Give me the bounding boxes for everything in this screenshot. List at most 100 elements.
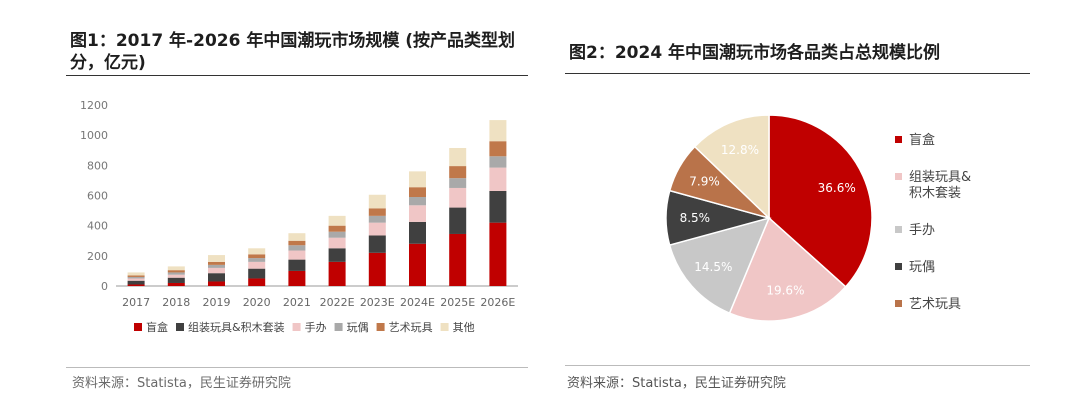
x-tick-label: 2018 <box>162 296 190 309</box>
bar-segment <box>368 208 386 216</box>
bar-segment <box>208 264 225 268</box>
bar-segment <box>167 272 185 275</box>
legend-label: 艺术玩具 <box>909 297 961 312</box>
y-tick-label: 600 <box>87 190 108 203</box>
bar-segment <box>288 240 306 246</box>
bar-chart-source: 资料来源：Statista，民生证券研究院 <box>72 376 291 391</box>
bar-segment <box>288 233 306 241</box>
bar-segment <box>127 276 145 279</box>
pie-slice-label: 7.9% <box>689 174 720 188</box>
bar-segment <box>208 255 225 262</box>
x-tick-label: 2023E <box>360 296 395 309</box>
pie-chart: 36.6% 19.6% 14.5% 8.5% 7.9% 12.8% 盲盒组装玩具&积木套装手… <box>665 114 971 322</box>
y-tick-label: 0 <box>101 280 108 293</box>
legend-swatch <box>895 136 902 143</box>
x-tick-label: 2017 <box>122 296 150 309</box>
legend-label: 艺术玩具 <box>389 321 433 334</box>
bar-segment <box>368 194 386 209</box>
legend-swatch <box>895 263 902 270</box>
bar-chart-title-rule <box>66 75 528 76</box>
bar-segment <box>248 248 266 255</box>
legend-swatch <box>376 323 385 331</box>
x-tick-label: 2022E <box>320 296 355 309</box>
bar-segment <box>328 248 346 262</box>
pie-slice-label: 19.6% <box>766 283 804 297</box>
bar-segment <box>449 187 467 208</box>
legend-swatch <box>134 323 142 331</box>
legend-swatch <box>440 323 449 331</box>
legend-swatch <box>292 323 301 331</box>
pie-slice <box>768 114 873 288</box>
bar-segment <box>489 156 507 168</box>
bar-segment <box>248 261 266 269</box>
x-tick-label: 2021 <box>283 296 311 309</box>
bar-segment <box>409 197 426 206</box>
y-tick-label: 1200 <box>80 99 108 112</box>
pie-slice-label: 36.6% <box>818 181 856 195</box>
bar-segment <box>328 215 346 226</box>
y-tick-label: 400 <box>87 220 108 233</box>
bar-segment <box>248 254 266 259</box>
legend-swatch <box>176 323 184 331</box>
legend-swatch <box>895 173 902 180</box>
bar-segment <box>167 282 185 286</box>
bar-segment <box>208 261 225 265</box>
x-tick-label: 2026E <box>480 296 515 309</box>
legend-swatch <box>895 300 902 307</box>
pie-chart-source: 资料来源：Statista，民生证券研究院 <box>567 376 786 391</box>
bar-segment <box>167 274 185 278</box>
bar-chart-panel: 图1：2017 年-2026 年中国潮玩市场规模 (按产品类型划分，亿元) 0 2… <box>66 0 528 402</box>
bar-segment <box>208 267 225 274</box>
bar-segment <box>288 250 306 260</box>
pie-slice-label: 12.8% <box>721 143 759 157</box>
bar-segment <box>248 278 266 286</box>
bar-segment <box>328 225 346 232</box>
pie-slice <box>693 114 770 220</box>
x-tick-label: 2020 <box>243 296 271 309</box>
y-tick-label: 800 <box>87 159 108 172</box>
bar-segment <box>449 233 467 286</box>
pie-slice-label: 14.5% <box>694 260 732 274</box>
bar-segment <box>449 178 467 188</box>
bar-segment <box>489 222 507 286</box>
legend-swatch <box>895 226 902 233</box>
bar-segment <box>288 245 306 251</box>
y-tick-label: 1000 <box>80 129 108 142</box>
legend-swatch <box>334 323 343 331</box>
bar-segment <box>248 268 266 279</box>
pie-slice <box>668 216 771 315</box>
legend-label: 组装玩具&积木套装 <box>188 320 285 334</box>
legend-label: 盲盒 <box>909 132 935 148</box>
bar-segment <box>368 252 386 286</box>
legend-label: 玩偶 <box>347 321 369 334</box>
legend-label: 盲盒 <box>146 320 168 334</box>
bar-segment <box>489 120 507 142</box>
pie-slice-label: 8.5% <box>680 211 711 225</box>
bar-segment <box>288 259 306 271</box>
bar-segment <box>409 221 426 244</box>
bar-segment <box>489 141 507 157</box>
pie-chart-source-rule <box>565 365 1030 366</box>
bar-segment <box>409 187 426 198</box>
x-tick-label: 2019 <box>203 296 231 309</box>
bar-segment <box>449 147 467 167</box>
bar-segment <box>409 171 426 188</box>
bar-segment <box>449 207 467 234</box>
bar-segment <box>288 270 306 286</box>
bar-segment <box>127 272 145 276</box>
legend-label: 手办 <box>909 223 935 238</box>
bar-segment <box>328 237 346 249</box>
legend-label: 积木套装 <box>909 185 961 201</box>
bar-chart-source-rule <box>66 367 528 368</box>
x-tick-label: 2025E <box>440 296 475 309</box>
bar-segment <box>127 284 145 286</box>
pie-chart-title: 图2：2024 年中国潮玩市场各品类占总规模比例 <box>569 43 941 63</box>
bar-segment <box>368 235 386 253</box>
bar-segment <box>167 270 185 273</box>
pie-chart-panel: 图2：2024 年中国潮玩市场各品类占总规模比例 36.6% 19.6% 14.5%… <box>565 0 1030 402</box>
x-tick-label: 2024E <box>400 296 435 309</box>
legend-label: 手办 <box>305 320 327 334</box>
bar-segment <box>167 266 185 271</box>
legend-label: 其他 <box>453 321 475 334</box>
bar-segment <box>409 243 426 286</box>
